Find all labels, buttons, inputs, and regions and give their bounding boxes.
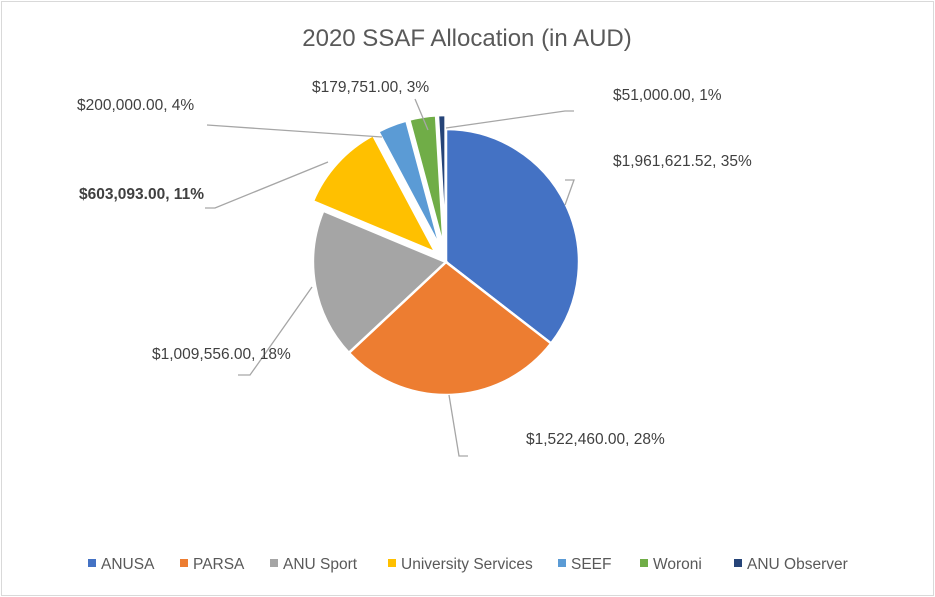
pie-slice-seef <box>376 118 443 250</box>
legend-entry-university-services: University Services <box>388 556 533 573</box>
chart-title: 2020 SSAF Allocation (in AUD) <box>302 25 632 52</box>
data-label-seef: $200,000.00, 4% <box>77 97 194 114</box>
legend-label-seef: SEEF <box>571 556 611 573</box>
legend-swatch-anusa <box>88 559 96 567</box>
data-label-anu-observer: $51,000.00, 1% <box>613 87 722 104</box>
legend-entry-seef: SEEF <box>558 556 611 573</box>
legend-label-anu-observer: ANU Observer <box>747 556 848 573</box>
legend-entry-anusa: ANUSA <box>88 556 155 573</box>
pie-slice-anu-observer <box>436 113 447 249</box>
legend-swatch-parsa <box>180 559 188 567</box>
leader-line-anu-sport <box>238 286 313 376</box>
data-label-woroni: $179,751.00, 3% <box>312 79 429 96</box>
pie-slice-anu-sport <box>311 209 449 355</box>
label-leader-lines <box>205 98 575 457</box>
legend-label-university-services: University Services <box>401 556 533 573</box>
leader-line-anusa <box>564 179 575 206</box>
legend-swatch-seef <box>558 559 566 567</box>
data-label-parsa: $1,522,460.00, 28% <box>526 431 665 448</box>
legend-label-anu-sport: ANU Sport <box>283 556 358 573</box>
leader-line-seef <box>206 124 383 138</box>
data-label-university-services: $603,093.00, 11% <box>79 186 204 203</box>
legend-label-parsa: PARSA <box>193 556 245 573</box>
legend-entry-woroni: Woroni <box>640 556 702 573</box>
legend-label-anusa: ANUSA <box>101 556 155 573</box>
legend-label-woroni: Woroni <box>653 556 702 573</box>
legend-entry-anu-observer: ANU Observer <box>734 556 848 573</box>
legend-swatch-anu-sport <box>270 559 278 567</box>
leader-line-anu-observer <box>445 110 574 129</box>
leader-line-parsa <box>448 394 468 457</box>
leader-line-woroni <box>414 98 429 131</box>
pie-slice-parsa <box>347 260 553 397</box>
legend-entry-parsa: PARSA <box>180 556 245 573</box>
data-label-anu-sport: $1,009,556.00, 18% <box>152 346 291 363</box>
pie-slices <box>311 113 581 397</box>
legend-swatch-university-services <box>388 559 396 567</box>
data-label-anusa: $1,961,621.52, 35% <box>613 153 752 170</box>
leader-line-university-services <box>205 161 329 209</box>
data-labels: $1,961,621.52, 35% $1,522,460.00, 28% $1,0… <box>77 79 752 448</box>
legend: ANUSA PARSA ANU Sport University Services SE… <box>88 556 848 573</box>
legend-swatch-anu-observer <box>734 559 742 567</box>
legend-entry-anu-sport: ANU Sport <box>270 556 358 573</box>
legend-swatch-woroni <box>640 559 648 567</box>
